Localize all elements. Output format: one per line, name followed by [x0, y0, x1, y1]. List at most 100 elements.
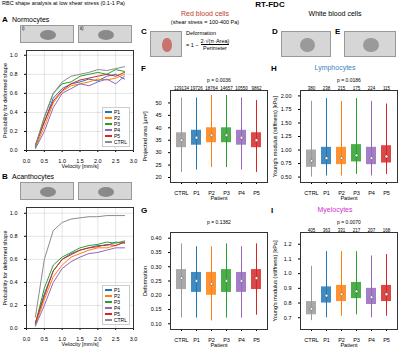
svg-text:30: 30 [155, 149, 161, 155]
svg-text:P4: P4 [368, 190, 375, 196]
svg-text:129134: 129134 [174, 86, 190, 91]
svg-text:10550: 10550 [235, 86, 248, 91]
svg-text:0.6: 0.6 [10, 256, 18, 262]
svg-text:1.75: 1.75 [281, 106, 292, 112]
svg-text:1.0: 1.0 [284, 270, 292, 276]
svg-text:P1: P1 [193, 337, 200, 343]
svg-text:0.10: 0.10 [151, 321, 162, 327]
svg-text:0.8: 0.8 [10, 233, 18, 239]
svg-text:0.7: 0.7 [284, 315, 292, 321]
svg-text:18764: 18764 [205, 86, 218, 91]
svg-text:3.0: 3.0 [130, 336, 138, 342]
svg-text:Projected area [µm²]: Projected area [µm²] [142, 111, 148, 161]
svg-text:0.0: 0.0 [10, 147, 18, 153]
svg-text:p = 0.0036: p = 0.0036 [207, 77, 231, 83]
svg-text:168: 168 [383, 228, 391, 233]
svg-text:20: 20 [155, 174, 161, 180]
svg-text:p = 0.1382: p = 0.1382 [207, 219, 231, 225]
svg-text:Velocity [mm/s]: Velocity [mm/s] [62, 341, 99, 347]
svg-text:238: 238 [323, 86, 331, 91]
svg-text:3.0: 3.0 [130, 158, 138, 164]
svg-text:0.30: 0.30 [151, 263, 162, 269]
svg-text:115: 115 [383, 86, 391, 91]
svg-text:2.00: 2.00 [281, 93, 292, 99]
svg-text:363: 363 [323, 228, 331, 233]
svg-text:0.2: 0.2 [10, 302, 18, 308]
svg-text:380: 380 [308, 86, 316, 91]
svg-text:0.9: 0.9 [284, 285, 292, 291]
svg-text:0.8: 0.8 [284, 300, 292, 306]
svg-text:0.8: 0.8 [10, 71, 18, 77]
svg-text:0.50: 0.50 [281, 174, 292, 180]
svg-text:331: 331 [338, 228, 346, 233]
svg-text:Probability for deformed shape: Probability for deformed shape [2, 231, 8, 306]
svg-text:P1: P1 [323, 190, 330, 196]
svg-text:35: 35 [155, 137, 161, 143]
svg-text:CTRL: CTRL [174, 190, 188, 196]
svg-text:45: 45 [155, 112, 161, 118]
svg-text:40: 40 [155, 125, 161, 131]
svg-text:0.0: 0.0 [23, 336, 31, 342]
svg-text:1.0: 1.0 [10, 210, 18, 216]
svg-text:14657: 14657 [220, 86, 233, 91]
svg-text:0.20: 0.20 [151, 292, 162, 298]
svg-text:207: 207 [368, 228, 376, 233]
html-text:RT-FDC: RT-FDC [255, 0, 285, 9]
svg-text:0.2: 0.2 [10, 128, 18, 134]
svg-text:0.25: 0.25 [151, 278, 162, 284]
svg-text:Patient: Patient [340, 342, 358, 348]
svg-text:P4: P4 [238, 337, 245, 343]
svg-text:0.0: 0.0 [10, 325, 18, 331]
svg-text:0.5: 0.5 [41, 336, 49, 342]
svg-text:CTRL: CTRL [304, 190, 318, 196]
svg-text:P5: P5 [383, 337, 390, 343]
svg-text:1.1: 1.1 [284, 256, 292, 262]
svg-text:224: 224 [368, 86, 376, 91]
svg-text:p = 0.0070: p = 0.0070 [337, 219, 361, 225]
svg-text:p = 0.0186: p = 0.0186 [337, 77, 361, 83]
svg-text:215: 215 [338, 86, 346, 91]
svg-text:0.35: 0.35 [151, 249, 162, 255]
svg-text:0.75: 0.75 [281, 160, 292, 166]
svg-text:2.5: 2.5 [112, 336, 120, 342]
svg-text:Patient: Patient [340, 195, 358, 201]
svg-text:Probability for deformed shape: Probability for deformed shape [2, 63, 8, 138]
svg-text:0.0: 0.0 [23, 158, 31, 164]
svg-text:405: 405 [308, 228, 316, 233]
svg-text:1.50: 1.50 [281, 120, 292, 126]
svg-text:P1: P1 [323, 337, 330, 343]
svg-text:0.4: 0.4 [10, 279, 18, 285]
svg-text:Young's modulus (stiffness) [k: Young's modulus (stiffness) [kPa] [272, 96, 278, 177]
svg-text:Patient: Patient [210, 342, 228, 348]
svg-text:1.2: 1.2 [284, 241, 292, 247]
svg-text:50: 50 [155, 100, 161, 106]
svg-text:1.25: 1.25 [281, 133, 292, 139]
svg-text:217: 217 [353, 228, 361, 233]
svg-text:0.15: 0.15 [151, 306, 162, 312]
svg-text:0.40: 0.40 [151, 235, 162, 241]
svg-text:Young's modulus (stiffness) [k: Young's modulus (stiffness) [kPa] [272, 240, 278, 321]
svg-text:P5: P5 [253, 190, 260, 196]
svg-text:0.4: 0.4 [10, 109, 18, 115]
svg-text:Velocity [mm/s]: Velocity [mm/s] [62, 163, 99, 169]
svg-text:2.5: 2.5 [112, 158, 120, 164]
svg-text:175: 175 [353, 86, 361, 91]
svg-text:CTRL: CTRL [304, 337, 318, 343]
svg-text:1.0: 1.0 [10, 52, 18, 58]
svg-text:Patient: Patient [210, 195, 228, 201]
html-text:= 1 − 2·√(π·Area): = 1 − 2·√(π·Area) [186, 38, 230, 48]
svg-text:25: 25 [155, 162, 161, 168]
svg-text:CTRL: CTRL [174, 337, 188, 343]
svg-text:P4: P4 [238, 190, 245, 196]
svg-text:P1: P1 [193, 190, 200, 196]
svg-text:P5: P5 [383, 190, 390, 196]
svg-text:P5: P5 [253, 337, 260, 343]
svg-text:0.6: 0.6 [10, 90, 18, 96]
html-text:Normocytes: Normocytes [12, 15, 50, 23]
svg-text:19726: 19726 [190, 86, 203, 91]
svg-text:P4: P4 [368, 337, 375, 343]
svg-text:0.5: 0.5 [41, 158, 49, 164]
svg-text:Deformation: Deformation [142, 266, 148, 296]
svg-text:9862: 9862 [251, 86, 262, 91]
svg-text:1.00: 1.00 [281, 147, 292, 153]
